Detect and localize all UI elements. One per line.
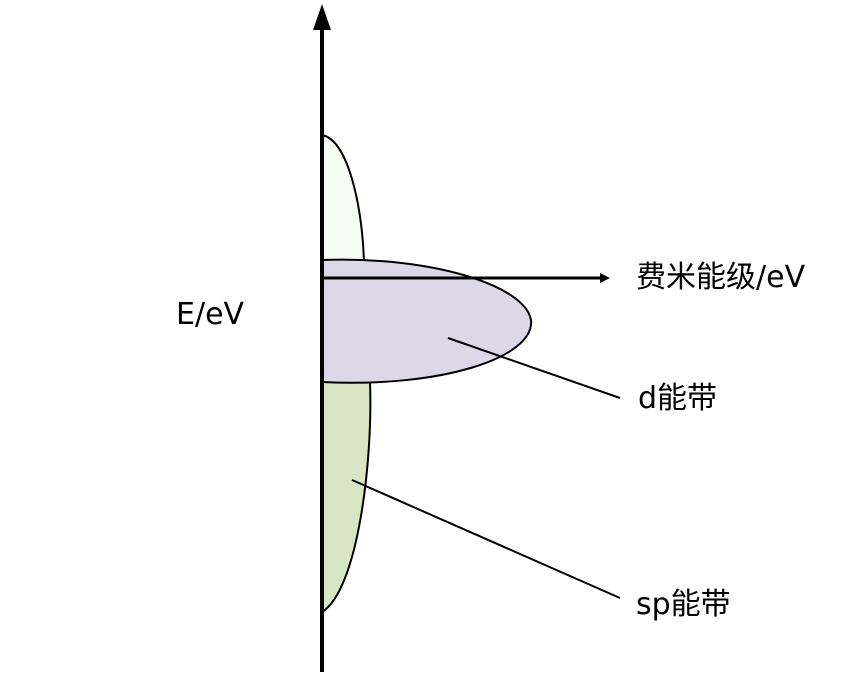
d-band-shape xyxy=(321,258,533,384)
upper-band-shape xyxy=(321,133,366,263)
d-band-label: d能带 xyxy=(638,381,717,416)
d-band-leader-line xyxy=(447,337,621,399)
sp-band-shape xyxy=(321,381,372,614)
sp-band-label: sp能带 xyxy=(636,587,731,622)
energy-axis-arrowhead xyxy=(313,4,331,30)
sp-band-leader-line xyxy=(351,479,621,599)
y-axis-label: E/eV xyxy=(176,297,245,332)
fermi-level-label: 费米能级/eV xyxy=(636,260,806,295)
